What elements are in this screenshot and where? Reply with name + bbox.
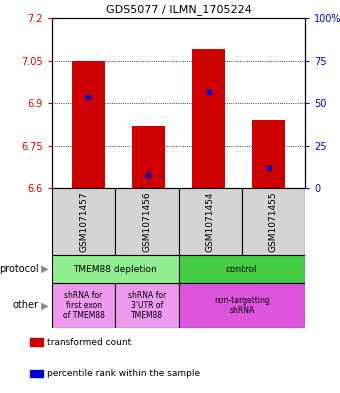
Bar [178, 255, 305, 283]
Text: non-targetting
shRNA: non-targetting shRNA [214, 296, 270, 315]
Text: ▶: ▶ [38, 264, 49, 274]
Text: other: other [12, 301, 38, 310]
Text: GSM1071456: GSM1071456 [142, 191, 151, 252]
Text: ▶: ▶ [38, 301, 49, 310]
Bar [252, 120, 285, 188]
Text: shRNA for
first exon
of TMEM88: shRNA for first exon of TMEM88 [63, 290, 105, 320]
Bar [178, 283, 305, 328]
Bar [52, 255, 178, 283]
Text: protocol: protocol [0, 264, 38, 274]
Bar [178, 188, 242, 255]
Text: TMEM88 depletion: TMEM88 depletion [73, 264, 157, 274]
Text: transformed count: transformed count [47, 338, 132, 347]
Text: shRNA for
3'UTR of
TMEM88: shRNA for 3'UTR of TMEM88 [128, 290, 166, 320]
Bar [192, 49, 225, 188]
Title: GDS5077 / ILMN_1705224: GDS5077 / ILMN_1705224 [105, 4, 252, 15]
Bar [72, 61, 105, 188]
Bar [132, 126, 165, 188]
Bar [52, 283, 115, 328]
Bar [115, 188, 178, 255]
Bar [52, 188, 115, 255]
Text: GSM1071457: GSM1071457 [79, 191, 88, 252]
Bar [115, 283, 178, 328]
Bar [30, 338, 43, 346]
Text: control: control [226, 264, 257, 274]
Bar [242, 188, 305, 255]
Text: GSM1071455: GSM1071455 [269, 191, 278, 252]
Bar [30, 369, 43, 377]
Text: GSM1071454: GSM1071454 [206, 191, 215, 252]
Text: percentile rank within the sample: percentile rank within the sample [47, 369, 200, 378]
